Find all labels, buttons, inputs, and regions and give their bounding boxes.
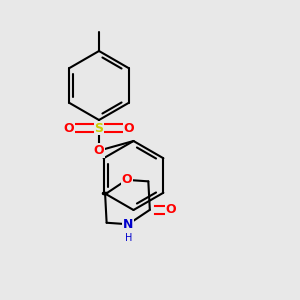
Text: N: N [123,218,134,231]
Text: O: O [166,203,176,216]
Text: S: S [94,122,103,135]
Text: H: H [124,233,132,243]
Text: O: O [64,122,74,135]
Text: O: O [124,122,134,135]
Text: O: O [94,144,104,157]
Text: O: O [122,173,132,186]
